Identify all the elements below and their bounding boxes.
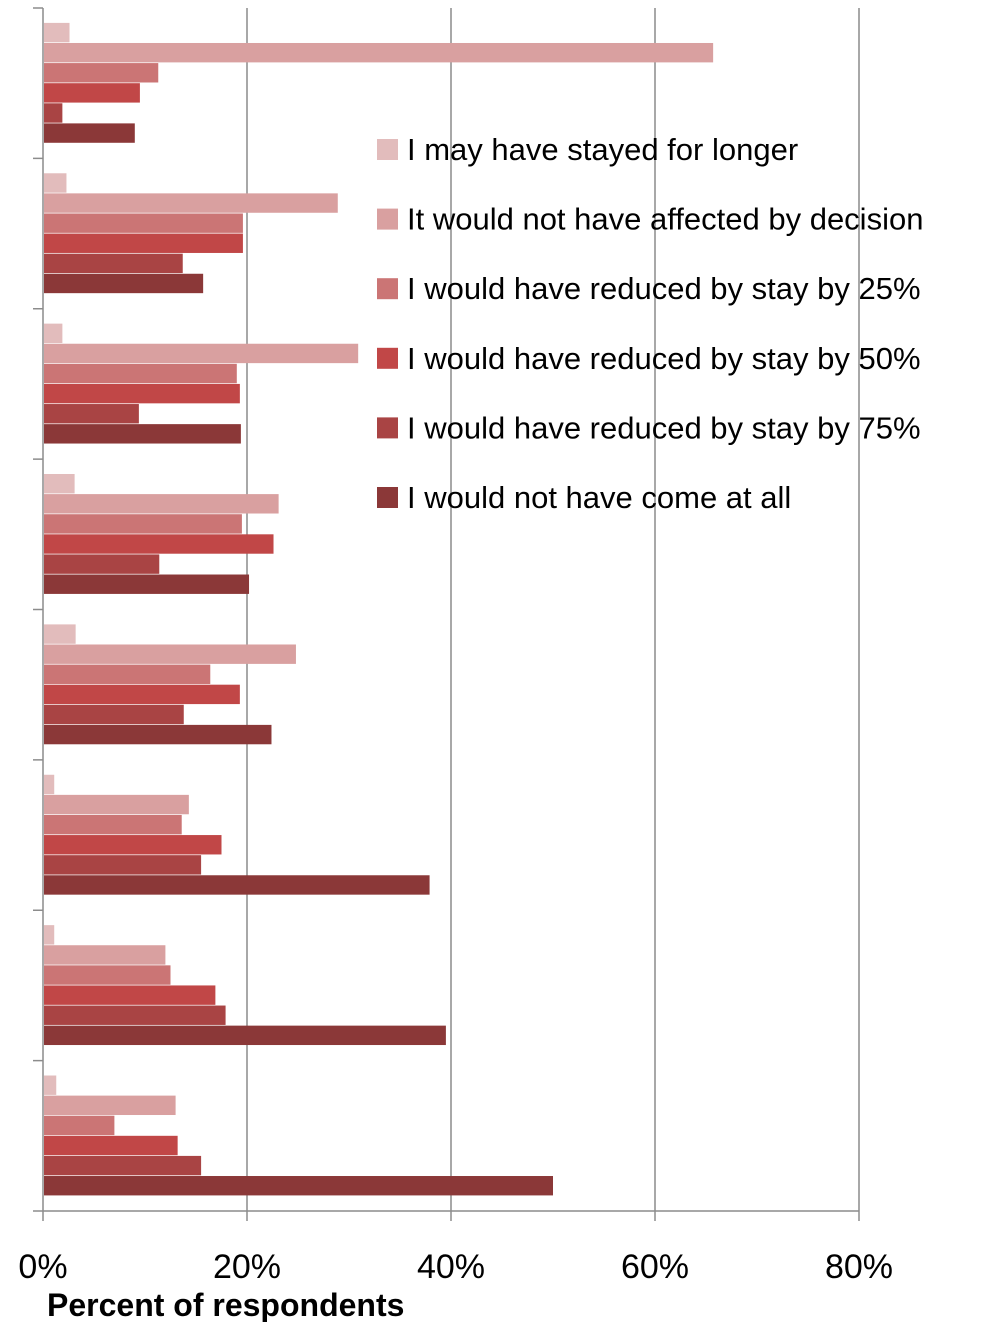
bar <box>44 343 359 364</box>
bar <box>44 514 242 534</box>
legend-item: I may have stayed for longer <box>377 132 798 167</box>
x-axis-title: Percent of respondents <box>47 1287 404 1322</box>
legend-swatch <box>377 278 398 300</box>
bar <box>44 1095 176 1116</box>
legend-label: I would have reduced by stay by 75% <box>407 410 921 445</box>
legend-swatch <box>377 139 398 160</box>
bar <box>44 945 166 965</box>
legend-label: It would not have affected by decision <box>407 202 923 237</box>
legend-item: It would not have affected by decision <box>377 202 923 237</box>
bar <box>44 534 274 554</box>
bar <box>44 83 140 103</box>
bar <box>44 363 237 384</box>
bar <box>44 624 76 644</box>
bar <box>44 704 184 725</box>
legend-label: I would not have come at all <box>407 480 791 515</box>
x-tick-label: 40% <box>417 1248 485 1286</box>
bar <box>44 554 160 574</box>
bar <box>44 474 75 494</box>
bar <box>44 684 240 705</box>
bar <box>44 724 272 745</box>
legend-swatch <box>377 487 398 508</box>
bar <box>44 404 139 424</box>
axes <box>33 7 860 1221</box>
x-tick-label: 20% <box>213 1248 281 1286</box>
bar <box>44 323 63 344</box>
bar <box>44 1005 226 1025</box>
bar <box>44 1176 553 1196</box>
x-tick-label: 0% <box>18 1248 67 1286</box>
bar <box>44 985 216 1005</box>
legend-item: I would have reduced by stay by 50% <box>377 341 921 376</box>
bar <box>44 574 250 594</box>
bar <box>44 173 67 193</box>
bar <box>44 774 55 795</box>
bar <box>44 925 55 945</box>
x-tick-label: 60% <box>621 1248 689 1286</box>
bar <box>44 814 182 835</box>
bar <box>44 965 171 985</box>
bar <box>44 494 279 514</box>
bar <box>44 1075 57 1095</box>
legend: I may have stayed for longer It would not… <box>377 132 923 515</box>
bar <box>44 213 243 233</box>
bar <box>44 123 135 143</box>
legend-swatch <box>377 347 398 369</box>
bar <box>44 835 222 855</box>
bar <box>44 1115 115 1136</box>
x-tick-label: 80% <box>825 1248 893 1286</box>
legend-label: I may have stayed for longer <box>407 132 798 167</box>
legend-label: I would have reduced by stay by 25% <box>407 271 921 306</box>
bar <box>44 42 714 63</box>
bar <box>44 1155 202 1176</box>
bar <box>44 424 241 444</box>
bar <box>44 1025 446 1046</box>
legend-item: I would have reduced by stay by 75% <box>377 410 921 445</box>
bar <box>44 273 204 294</box>
bar <box>44 644 296 664</box>
bar <box>44 875 430 895</box>
legend-label: I would have reduced by stay by 50% <box>407 341 921 376</box>
x-tick-labels: 0% 20% 40% 60% 80% <box>18 1248 893 1286</box>
bar <box>44 855 202 875</box>
legend-item: I would have reduced by stay by 25% <box>377 271 921 306</box>
bar <box>44 383 240 404</box>
legend-swatch <box>377 208 398 230</box>
bar <box>44 22 70 43</box>
legend-item: I would not have come at all <box>377 480 791 515</box>
bars <box>44 22 714 1196</box>
bar <box>44 103 63 123</box>
bar <box>44 193 338 213</box>
gridlines <box>246 8 860 1211</box>
bar <box>44 1135 178 1156</box>
bar <box>44 233 243 253</box>
bar <box>44 664 211 684</box>
bar <box>44 794 189 815</box>
legend-swatch <box>377 417 398 439</box>
bar <box>44 253 183 274</box>
bar <box>44 63 159 83</box>
